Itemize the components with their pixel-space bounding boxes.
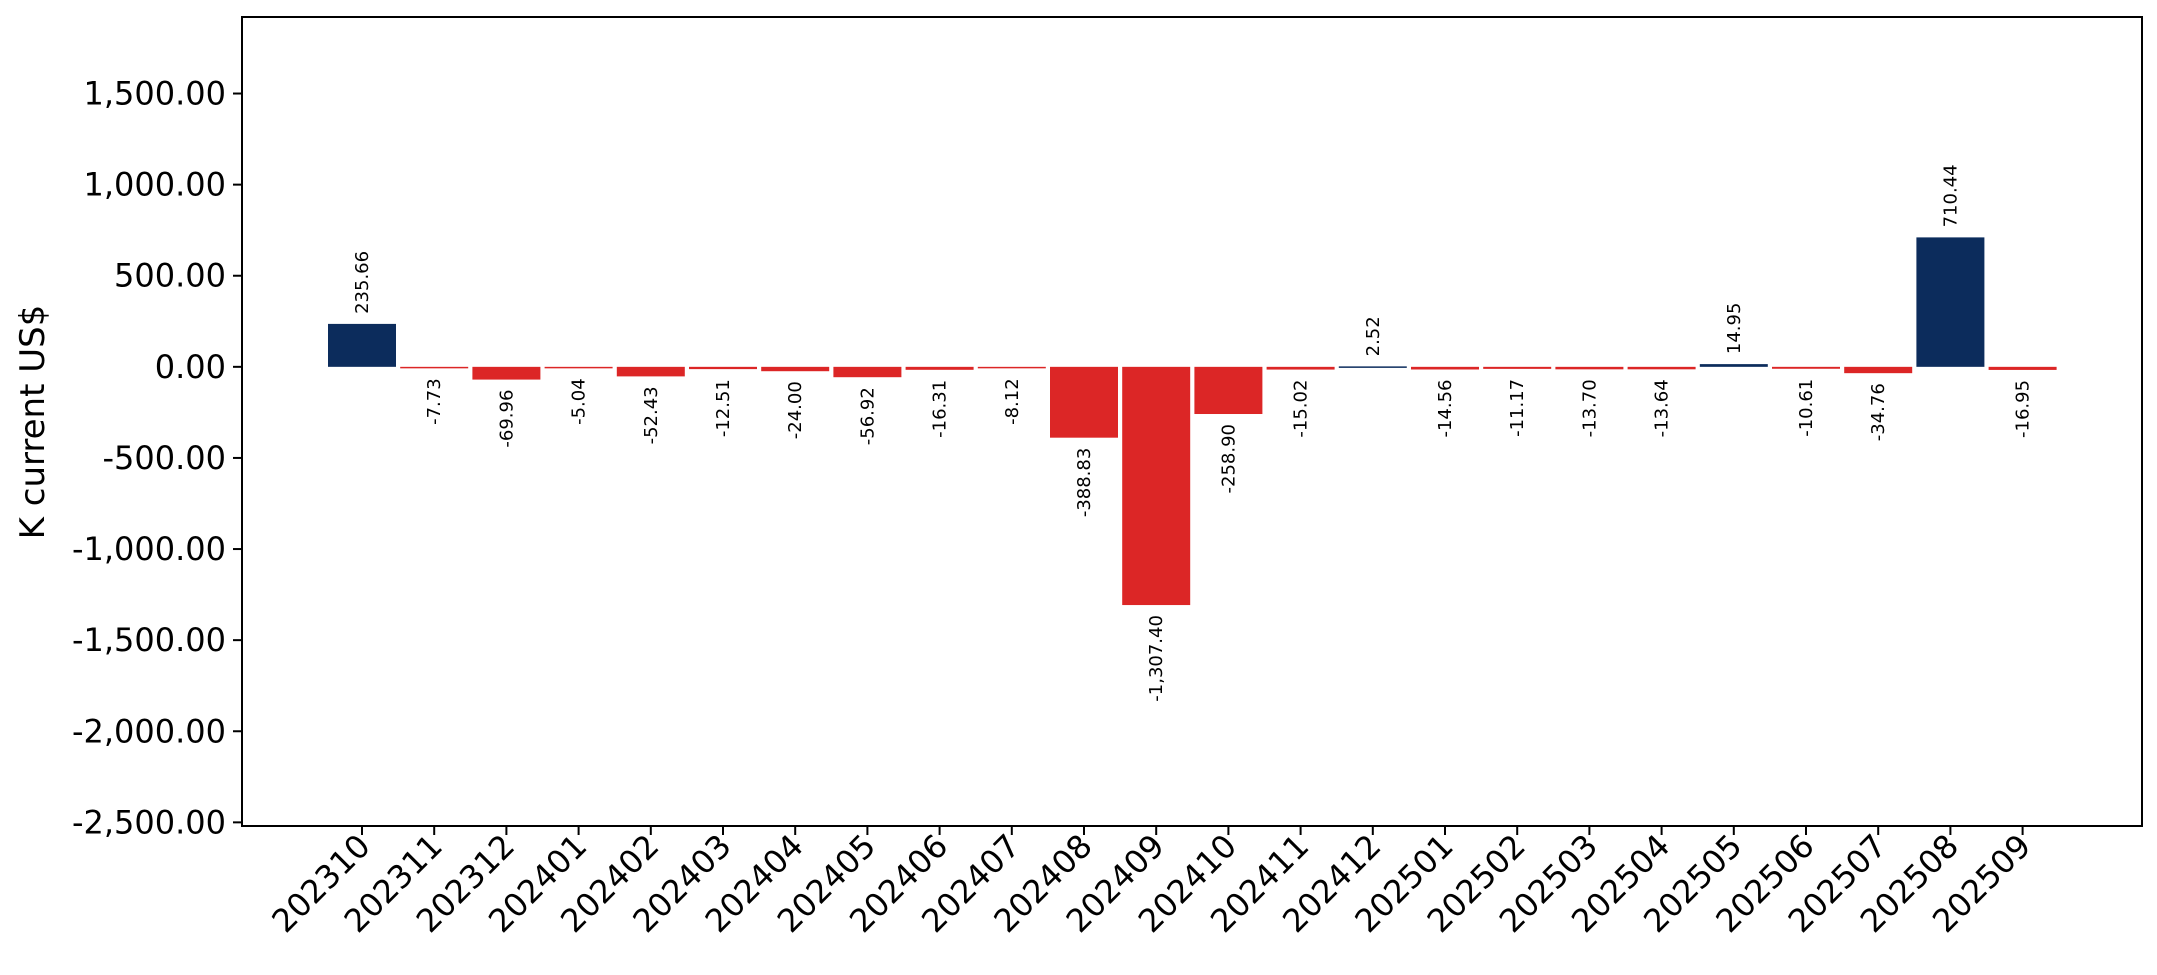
bar-202503	[1555, 366, 1624, 370]
bar-202508	[1916, 237, 1985, 367]
bar-value-label: -52.43	[641, 386, 662, 444]
bar-value-label: -13.64	[1652, 379, 1673, 437]
y-tick-label: 0.00	[155, 348, 226, 386]
bar-202403	[689, 366, 757, 370]
bar-value-label: -24.00	[785, 381, 806, 439]
bar-202502	[1483, 366, 1552, 369]
bar-202401	[544, 366, 613, 369]
bar-202402	[616, 366, 685, 377]
bar-202406	[905, 366, 974, 370]
bar-202506	[1772, 366, 1840, 369]
bar-value-label: -16.95	[2013, 380, 2034, 438]
bar-202312	[472, 366, 541, 380]
bar-value-label: -69.96	[496, 390, 517, 448]
bar-value-label: -34.76	[1868, 383, 1889, 441]
bar-202311	[400, 366, 469, 369]
y-axis: -2,500.00 -2,000.00 -1,500.00 -1,000.00 -500…	[72, 75, 242, 841]
bar-value-label: 14.95	[1724, 303, 1745, 355]
bar-value-label: -7.73	[424, 378, 445, 425]
bar-value-label: -258.90	[1218, 424, 1239, 493]
bar-value-label: 710.44	[1940, 164, 1961, 227]
bar-value-label: 235.66	[352, 251, 373, 314]
y-tick-label: 1,500.00	[84, 75, 227, 113]
bar-202310	[328, 323, 396, 367]
bar-value-label: -11.17	[1507, 379, 1528, 437]
bar-value-label: -10.61	[1796, 379, 1817, 437]
bar-labels-group: 235.66 -7.73 -69.96 -5.04 -52.43 -12.51 -24.00…	[352, 164, 2034, 701]
bar-value-label: -16.31	[930, 380, 951, 438]
bar-202501	[1411, 366, 1479, 370]
x-axis: 2023102023112023122024012024022024032024…	[264, 826, 2038, 940]
bar-202408	[1050, 366, 1118, 438]
y-axis-title: K current US$	[13, 305, 53, 540]
bar-value-label: -14.56	[1435, 379, 1456, 437]
bar-202507	[1844, 366, 1913, 374]
bar-202505	[1699, 364, 1768, 367]
bar-202404	[761, 366, 830, 372]
bar-value-label: -5.04	[569, 378, 590, 425]
bar-202412	[1338, 366, 1407, 368]
y-tick-label: -2,500.00	[72, 803, 226, 841]
y-tick-label: -2,000.00	[72, 712, 226, 750]
bar-202405	[833, 366, 902, 378]
bar-value-label: -15.02	[1291, 380, 1312, 438]
bar-202504	[1627, 366, 1696, 370]
y-tick-label: 500.00	[114, 257, 226, 295]
bar-202410	[1194, 366, 1263, 415]
bar-202411	[1266, 366, 1335, 370]
bar-value-label: -56.92	[857, 387, 878, 445]
bars-group	[328, 237, 2057, 606]
bar-202407	[977, 366, 1046, 369]
bar-202509	[1988, 366, 2057, 370]
bar-value-label: -388.83	[1074, 448, 1095, 517]
bar-value-label: -1,307.40	[1146, 615, 1167, 702]
bar-value-label: -12.51	[713, 379, 734, 437]
y-tick-label: -1,000.00	[72, 530, 226, 568]
bar-value-label: -8.12	[1002, 378, 1023, 425]
plot-area-frame	[241, 16, 2143, 827]
y-tick-label: -500.00	[102, 439, 226, 477]
y-tick-label: 1,000.00	[84, 166, 227, 204]
bar-value-label: -13.70	[1579, 379, 1600, 437]
y-tick-label: -1,500.00	[72, 621, 226, 659]
bar-value-label: 2.52	[1363, 316, 1384, 356]
bar-202409	[1122, 366, 1191, 606]
